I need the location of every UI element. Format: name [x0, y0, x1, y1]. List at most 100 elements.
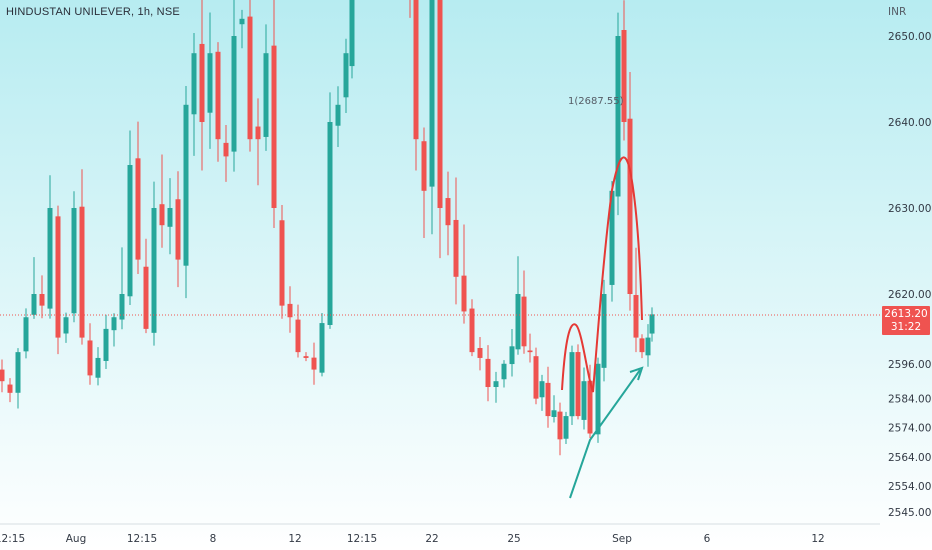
candle-body	[581, 381, 587, 420]
candle-body	[545, 382, 551, 417]
x-axis: 12:15 Aug 12:15 8 12 12:15 22 25 Sep 6 12	[0, 523, 880, 545]
candle-body	[633, 295, 639, 338]
candle-body	[609, 190, 615, 285]
candle-body	[615, 36, 621, 197]
candle-body	[311, 357, 317, 370]
candle-body	[477, 348, 483, 358]
candle-body	[429, 0, 435, 187]
candles	[0, 0, 655, 456]
candle-body	[95, 357, 101, 378]
candle-body	[263, 53, 269, 137]
chart-title: HINDUSTAN UNILEVER, 1h, NSE	[6, 6, 180, 18]
last-price-badge: 2613.20 31:22	[882, 306, 930, 335]
x-tick-label: 12:15	[0, 533, 25, 545]
candle-body	[569, 352, 575, 417]
x-tick-label: 12:15	[347, 533, 377, 545]
teal-arrow-line	[569, 369, 641, 499]
candle-body	[627, 118, 633, 294]
y-axis: 2545.00 2554.00 2564.00 2574.00 2584.00 2596.…	[888, 31, 931, 519]
x-tick-label: 6	[704, 533, 711, 545]
candle-body	[287, 303, 293, 318]
candle-body	[15, 352, 21, 393]
candle-body	[493, 381, 499, 387]
candle-body	[295, 319, 301, 353]
candle-body	[191, 53, 197, 115]
candle-body	[445, 198, 451, 226]
candle-body	[215, 51, 221, 140]
candle-body	[437, 0, 443, 208]
candle-body	[47, 208, 53, 309]
x-tick-label: 25	[507, 533, 520, 545]
annotations	[0, 156, 880, 499]
candle-body	[143, 266, 149, 329]
candle-body	[551, 410, 557, 417]
candle-body	[601, 294, 607, 368]
candle-body	[533, 356, 539, 399]
candle-body	[303, 356, 309, 358]
candle-body	[621, 30, 627, 122]
candle-body	[183, 104, 189, 266]
last-price-value: 2613.20	[884, 308, 928, 320]
candle-body	[327, 122, 333, 325]
candle-body	[39, 294, 45, 306]
candle-body	[645, 337, 651, 356]
candle-body	[509, 346, 515, 365]
candle-body	[279, 220, 285, 306]
y-tick-label: 2630.00	[888, 203, 931, 215]
candle-body	[587, 380, 593, 434]
candle-body	[223, 142, 229, 157]
horizontal-line-label: 1(2687.55)	[568, 96, 624, 107]
candle-body	[111, 317, 117, 331]
candle-body	[639, 338, 645, 353]
candle-body	[87, 340, 93, 376]
candle-body	[575, 352, 581, 417]
candle-body	[595, 363, 601, 435]
x-tick-label: Aug	[66, 533, 87, 545]
candle-body	[349, 0, 355, 67]
candle-body	[103, 328, 109, 361]
candle-body	[167, 208, 173, 227]
y-tick-label: 2596.00	[888, 359, 931, 371]
candle-body	[469, 308, 475, 353]
candle-body	[71, 208, 77, 314]
x-tick-label: 8	[210, 533, 217, 545]
currency-label: INR	[888, 6, 907, 18]
candle-body	[127, 165, 133, 297]
candle-body	[63, 317, 69, 334]
candle-body	[421, 141, 427, 191]
candle-body	[557, 411, 563, 440]
x-tick-label: 12	[288, 533, 301, 545]
candle-body	[199, 43, 205, 122]
x-tick-label: 12	[811, 533, 824, 545]
candle-body	[23, 317, 29, 352]
candle-body	[343, 53, 349, 98]
candle-body	[0, 369, 5, 382]
candle-body	[151, 208, 157, 333]
candle-body	[461, 275, 467, 312]
y-tick-label: 2564.00	[888, 452, 931, 464]
candle-body	[501, 363, 507, 380]
candle-body	[453, 219, 459, 277]
candle-body	[79, 206, 85, 338]
candle-body	[319, 323, 325, 373]
y-tick-label: 2574.00	[888, 423, 931, 435]
red-arc-drawing	[561, 156, 643, 393]
x-tick-label: Sep	[612, 533, 632, 545]
candle-body	[515, 294, 521, 350]
candle-body	[175, 199, 181, 260]
countdown-timer: 31:22	[890, 321, 922, 333]
candle-body	[231, 36, 237, 152]
candle-body	[271, 45, 277, 209]
y-tick-label: 2584.00	[888, 394, 931, 406]
candle-body	[539, 381, 545, 398]
y-tick-label: 2640.00	[888, 117, 931, 129]
candle-body	[159, 204, 165, 226]
candle-body	[55, 216, 61, 338]
y-tick-label: 2650.00	[888, 31, 931, 43]
y-tick-label: 2620.00	[888, 289, 931, 301]
candle-body	[255, 126, 261, 140]
candle-body	[119, 294, 125, 320]
x-tick-label: 12:15	[127, 533, 157, 545]
